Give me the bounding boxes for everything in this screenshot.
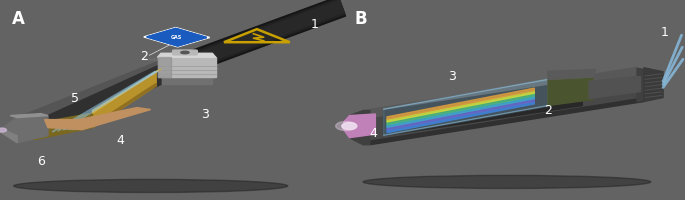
Polygon shape: [92, 72, 156, 128]
Polygon shape: [637, 69, 661, 102]
Ellipse shape: [58, 122, 86, 130]
Polygon shape: [387, 89, 534, 120]
Polygon shape: [548, 70, 596, 80]
Polygon shape: [384, 80, 548, 136]
Text: 1: 1: [311, 18, 319, 30]
Polygon shape: [10, 114, 48, 118]
Polygon shape: [387, 94, 534, 125]
Text: B: B: [355, 10, 367, 28]
Polygon shape: [387, 91, 534, 122]
Text: 1: 1: [660, 26, 669, 38]
Polygon shape: [387, 99, 534, 130]
Polygon shape: [14, 114, 92, 140]
Polygon shape: [363, 68, 644, 118]
Text: 5: 5: [71, 92, 79, 104]
Polygon shape: [548, 78, 593, 106]
Ellipse shape: [14, 180, 288, 192]
Bar: [147, 29, 207, 47]
Polygon shape: [644, 68, 663, 102]
Polygon shape: [92, 70, 161, 114]
Ellipse shape: [336, 122, 356, 131]
Text: 6: 6: [37, 155, 45, 167]
Circle shape: [181, 52, 189, 54]
Polygon shape: [17, 61, 161, 143]
Polygon shape: [387, 102, 534, 133]
Polygon shape: [387, 97, 534, 128]
Polygon shape: [370, 97, 644, 145]
Polygon shape: [548, 74, 593, 80]
Polygon shape: [158, 58, 171, 78]
Polygon shape: [92, 84, 156, 128]
Text: 4: 4: [369, 127, 377, 139]
Text: 4: 4: [116, 134, 124, 146]
Text: 2: 2: [544, 104, 552, 116]
Polygon shape: [158, 58, 216, 78]
Polygon shape: [384, 80, 548, 136]
Polygon shape: [1, 116, 48, 143]
Bar: [144, 28, 210, 48]
Polygon shape: [158, 54, 216, 58]
Bar: [147, 29, 207, 47]
Polygon shape: [161, 78, 212, 85]
Ellipse shape: [0, 128, 7, 132]
Ellipse shape: [342, 123, 357, 130]
Polygon shape: [48, 65, 161, 136]
Text: A: A: [12, 10, 25, 28]
Polygon shape: [45, 108, 151, 130]
Text: 3: 3: [201, 108, 210, 120]
Text: 2: 2: [140, 50, 148, 62]
Polygon shape: [342, 111, 370, 145]
Polygon shape: [0, 129, 17, 143]
Text: GAS: GAS: [171, 35, 182, 40]
Polygon shape: [370, 75, 644, 140]
Polygon shape: [140, 56, 216, 62]
FancyBboxPatch shape: [173, 51, 197, 56]
Text: 3: 3: [448, 70, 456, 82]
Polygon shape: [342, 114, 375, 138]
Polygon shape: [17, 118, 62, 143]
Ellipse shape: [363, 176, 651, 188]
Polygon shape: [589, 77, 640, 99]
Polygon shape: [384, 81, 582, 136]
